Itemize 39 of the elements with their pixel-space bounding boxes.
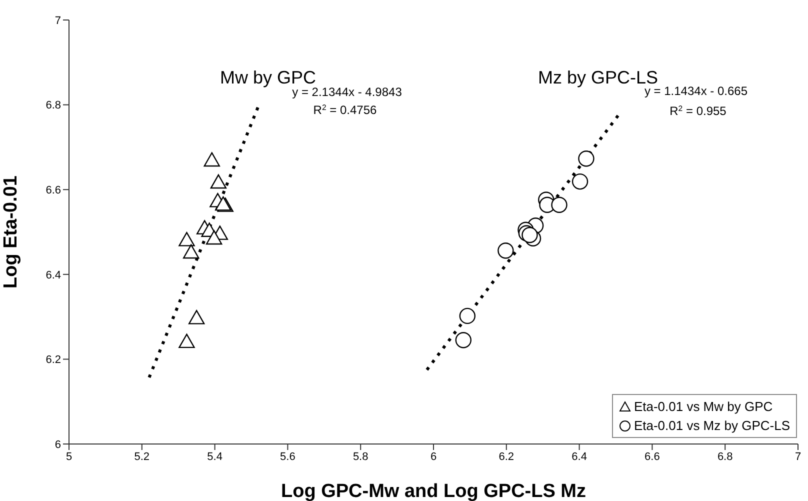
annotation: y = 2.1344x - 4.9843 (292, 85, 402, 100)
y-axis-title: Log Eta-0.01 (0, 175, 22, 288)
point (204, 152, 220, 167)
point (578, 150, 594, 167)
x-tick-label: 5.8 (352, 450, 368, 463)
point (210, 174, 227, 189)
x-tick-label: 6.6 (644, 450, 660, 463)
point (188, 310, 205, 324)
legend-label: Eta-0.01 vs Mz by GPC-LS (634, 417, 790, 435)
x-axis-title: Log GPC-Mw and Log GPC-LS Mz (280, 481, 586, 501)
x-tick-label: 6.4 (572, 450, 587, 463)
x-tick-label: 6.2 (498, 450, 514, 463)
point (455, 332, 472, 348)
y-tick-label: 6.2 (46, 354, 61, 366)
y-tick-label: 6.8 (46, 100, 61, 112)
point (183, 244, 200, 259)
x-tick-label: 5 (66, 450, 72, 463)
point (178, 334, 195, 348)
y-tick-label: 6 (54, 438, 61, 451)
x-tick-label: 5.4 (207, 450, 222, 463)
y-tick-label: 6.6 (46, 184, 61, 197)
x-tick-label: 6.8 (717, 450, 733, 463)
x-tick-label: 5.6 (280, 450, 296, 463)
y-tick-label: 7 (54, 14, 61, 27)
point (572, 173, 588, 190)
point (206, 230, 222, 245)
point (551, 196, 568, 213)
point (498, 242, 514, 259)
point (522, 226, 538, 244)
y-tick-label: 6.4 (46, 269, 61, 282)
legend-label: Eta-0.01 vs Mw by GPC (634, 398, 773, 416)
point (178, 232, 195, 246)
x-tick-label: 5.2 (134, 450, 150, 463)
x-tick-label: 6 (430, 450, 437, 463)
annotation: R$^{2}$ = 0.4756 (313, 102, 378, 118)
point (459, 308, 476, 324)
x-tick-label: 7 (794, 450, 802, 463)
annotation: Mw by GPC (220, 67, 316, 88)
annotation: R$^{2}$ = 0.955 (670, 104, 727, 118)
